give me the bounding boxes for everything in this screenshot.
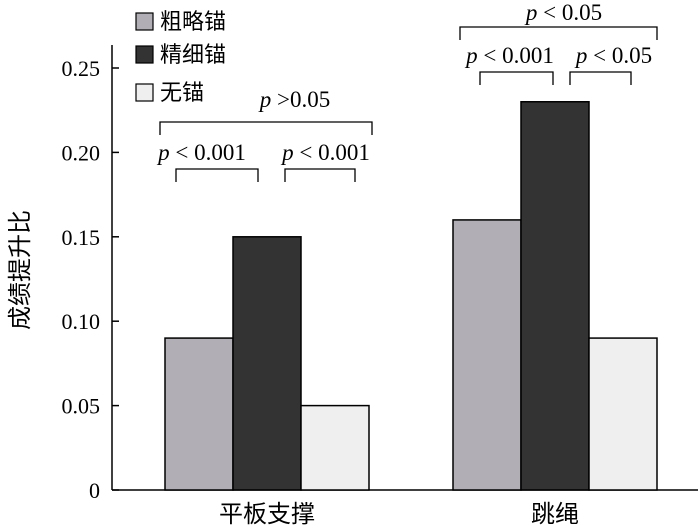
y-tick-label: 0 xyxy=(89,478,100,503)
bar xyxy=(232,236,302,491)
significance-label: p >0.05 xyxy=(258,87,330,112)
significance-label: p < 0.001 xyxy=(156,140,246,165)
legend-label: 无锚 xyxy=(160,81,204,106)
x-category-label: 跳绳 xyxy=(531,500,579,528)
bar xyxy=(452,219,522,491)
significance-bracket xyxy=(569,71,632,85)
significance-bracket xyxy=(175,168,259,182)
significance-bracket xyxy=(479,71,554,85)
legend-label: 精细锚 xyxy=(160,43,226,68)
significance-bracket xyxy=(159,121,373,135)
bar xyxy=(520,101,590,491)
legend-swatch xyxy=(135,83,154,102)
bar xyxy=(588,337,658,491)
y-tick-label: 0.20 xyxy=(62,140,101,165)
legend-swatch xyxy=(135,45,154,64)
y-tick-label: 0.05 xyxy=(62,394,101,419)
bar xyxy=(164,337,234,491)
significance-label: p < 0.05 xyxy=(524,0,602,25)
y-tick-label: 0.25 xyxy=(62,56,101,81)
bar xyxy=(300,404,370,491)
significance-label: p < 0.05 xyxy=(574,43,652,68)
significance-label: p < 0.001 xyxy=(280,140,370,165)
axes: 0 0.05 0.10 0.15 0.20 0.25 平板支撑 跳绳 xyxy=(62,45,698,528)
y-axis-label: 成绩提升比 xyxy=(6,210,34,330)
significance-brackets: p < 0.001 p < 0.001 p >0.05 p < 0.001 p < 0.… xyxy=(156,0,658,182)
y-tick-label: 0.15 xyxy=(62,225,101,250)
significance-bracket xyxy=(459,26,658,40)
x-category-label: 平板支撑 xyxy=(219,500,315,528)
y-tick-label: 0.10 xyxy=(62,309,101,334)
legend-swatch xyxy=(135,12,154,31)
bars xyxy=(164,101,658,491)
significance-bracket xyxy=(284,168,356,182)
legend-label: 粗略锚 xyxy=(160,10,226,35)
significance-label: p < 0.001 xyxy=(464,43,554,68)
